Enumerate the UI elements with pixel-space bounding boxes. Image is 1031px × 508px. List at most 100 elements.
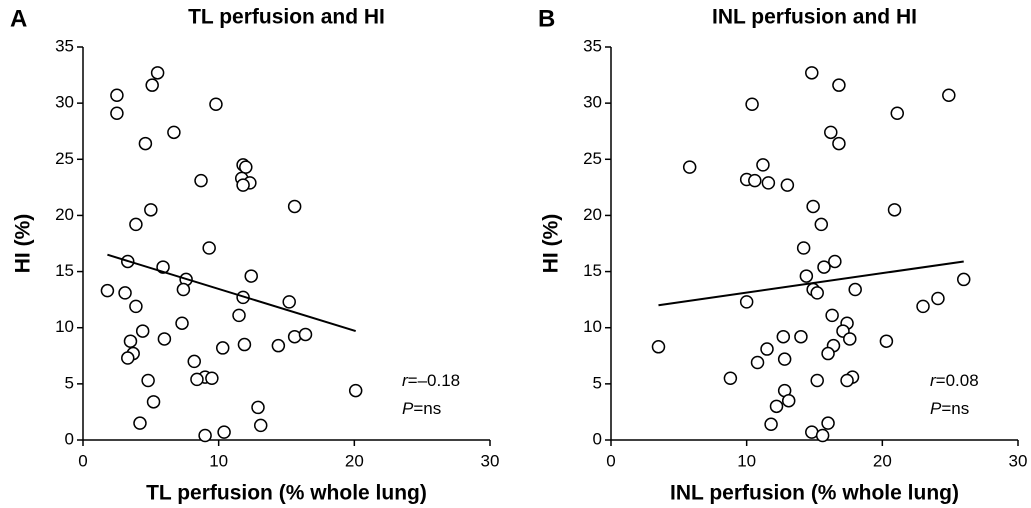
point xyxy=(175,316,189,330)
point xyxy=(781,393,796,408)
point xyxy=(217,425,231,439)
y-tick-label: 5 xyxy=(65,373,74,392)
point xyxy=(799,269,814,283)
point xyxy=(651,340,666,354)
panel-label: B xyxy=(538,5,555,32)
point xyxy=(796,241,811,255)
point xyxy=(828,254,842,269)
point xyxy=(750,355,765,370)
point xyxy=(348,383,363,398)
point xyxy=(805,66,819,80)
point xyxy=(832,78,846,92)
point xyxy=(810,286,824,300)
point xyxy=(942,88,956,103)
point xyxy=(194,173,208,188)
point xyxy=(198,428,212,443)
point xyxy=(794,329,808,344)
point xyxy=(777,352,792,366)
point xyxy=(739,295,754,309)
point xyxy=(723,371,738,385)
annotation-symbol: r xyxy=(930,371,937,390)
point xyxy=(244,269,258,283)
point xyxy=(956,272,971,287)
point xyxy=(764,417,778,432)
x-tick-label: 10 xyxy=(209,451,228,470)
point xyxy=(138,136,153,151)
annotation-symbol: P xyxy=(930,399,942,418)
point xyxy=(146,395,161,409)
point xyxy=(145,78,159,92)
y-tick-label: 0 xyxy=(593,429,602,448)
point xyxy=(761,176,776,190)
y-tick-label: 10 xyxy=(55,317,74,336)
point xyxy=(287,199,302,214)
point xyxy=(129,217,143,232)
y-tick-label: 35 xyxy=(583,36,602,55)
point xyxy=(190,372,204,387)
point xyxy=(282,295,296,309)
point xyxy=(298,327,313,342)
point xyxy=(745,97,759,112)
annotation-value: =–0.18 xyxy=(408,371,460,390)
point xyxy=(832,136,846,151)
panel: A TL perfusion and HI TL perfusion (% whol… xyxy=(10,5,499,504)
point xyxy=(236,178,250,192)
point xyxy=(879,334,894,348)
point xyxy=(237,337,252,352)
chart-title: TL perfusion and HI xyxy=(188,6,385,29)
point xyxy=(814,217,829,232)
point xyxy=(118,286,132,300)
point xyxy=(205,371,219,385)
y-tick-label: 20 xyxy=(583,205,602,224)
point xyxy=(232,308,246,323)
point xyxy=(271,338,286,353)
point xyxy=(251,400,265,415)
y-tick-label: 25 xyxy=(55,149,74,168)
x-tick-label: 20 xyxy=(345,451,364,470)
point xyxy=(167,125,181,140)
x-axis-label: INL perfusion (% whole lung) xyxy=(670,482,959,505)
point xyxy=(157,332,172,346)
annotation: r=–0.18 xyxy=(402,371,460,390)
point xyxy=(150,66,165,80)
point xyxy=(129,299,143,314)
point xyxy=(287,329,302,344)
point xyxy=(215,341,230,355)
point xyxy=(176,282,191,297)
y-tick-label: 20 xyxy=(55,205,74,224)
point xyxy=(141,373,155,388)
point xyxy=(756,158,770,172)
annotation: P=ns xyxy=(930,399,969,418)
point xyxy=(825,308,839,323)
annotation-symbol: r xyxy=(402,371,409,390)
point xyxy=(760,342,774,356)
point xyxy=(253,418,268,433)
fit-line xyxy=(658,260,964,307)
point xyxy=(123,334,138,348)
y-tick-label: 35 xyxy=(55,36,74,55)
point xyxy=(824,125,838,140)
y-tick-label: 0 xyxy=(65,429,74,448)
point xyxy=(821,416,835,430)
y-tick-label: 10 xyxy=(583,317,602,336)
fit-line xyxy=(107,253,356,333)
point xyxy=(806,199,820,214)
y-tick-label: 5 xyxy=(593,373,602,392)
point xyxy=(144,203,158,217)
point xyxy=(931,291,945,306)
y-tick-label: 15 xyxy=(55,261,74,280)
point xyxy=(916,299,930,314)
point xyxy=(135,324,150,338)
point xyxy=(239,160,253,174)
annotation: P=ns xyxy=(402,399,441,418)
x-tick-label: 0 xyxy=(606,451,615,470)
point xyxy=(769,399,784,414)
x-tick-label: 30 xyxy=(481,451,500,470)
annotation: r=0.08 xyxy=(930,371,979,390)
panel-label: A xyxy=(10,5,27,32)
y-axis-label: HI (%) xyxy=(12,214,35,274)
point xyxy=(100,283,115,298)
panel: B INL perfusion and HI INL perfusion (% wh… xyxy=(538,5,1027,504)
point xyxy=(776,329,791,344)
point xyxy=(840,373,854,388)
